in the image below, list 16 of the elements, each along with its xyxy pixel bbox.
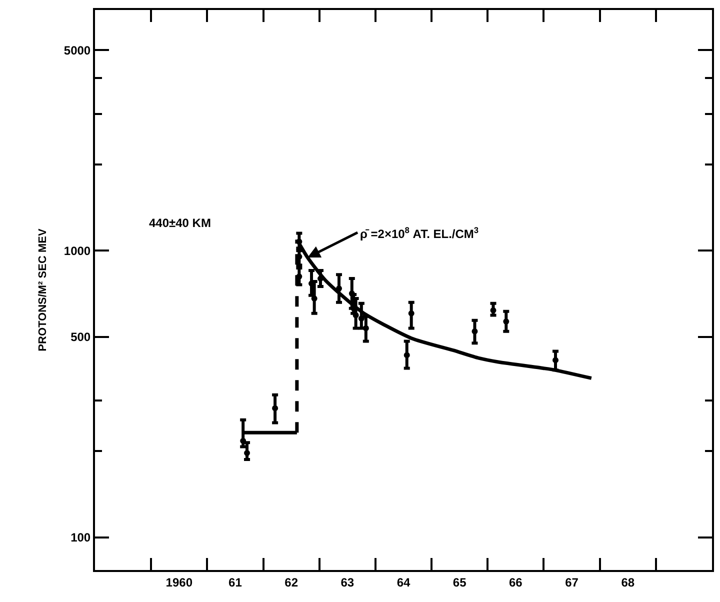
y-axis-title: PROTONS/M² SEC MEV: [37, 228, 50, 352]
y-tick-label: 5000: [64, 43, 91, 58]
x-tick-label: 66: [509, 575, 523, 590]
x-tick-label: 63: [340, 575, 354, 590]
x-tick-label: 1960: [166, 575, 193, 590]
x-tick-label: 65: [452, 575, 467, 590]
y-tick-label: 500: [70, 330, 91, 344]
annotation: 440±40 KM: [149, 216, 211, 230]
x-tick-label: 64: [396, 575, 410, 590]
x-tick-label: 68: [621, 575, 635, 590]
annotation: ρ̄ =2×10$^{8}$ AT. EL./CM$^{3}$: [360, 225, 479, 242]
x-tick-label: 67: [565, 575, 579, 590]
x-tick-label: 62: [284, 575, 298, 590]
y-tick-label: 100: [70, 530, 91, 545]
x-tick-label: 61: [228, 575, 242, 590]
y-tick-label: 1000: [64, 244, 91, 258]
